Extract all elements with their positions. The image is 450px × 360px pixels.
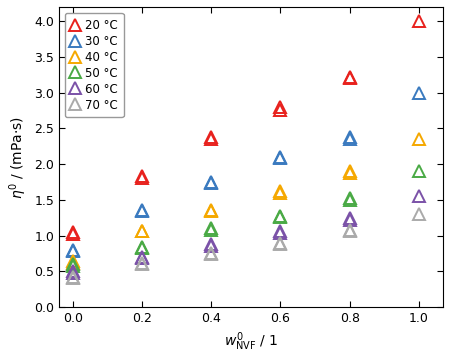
- 60 °C: [208, 243, 214, 248]
- 40 °C: [140, 229, 145, 234]
- 60 °C: [278, 230, 283, 235]
- 50 °C: [278, 214, 283, 219]
- 20 °C: [347, 76, 352, 81]
- 60 °C: [347, 216, 352, 221]
- Line: 20 °C: 20 °C: [67, 15, 425, 240]
- 70 °C: [70, 276, 76, 280]
- 50 °C: [70, 262, 76, 266]
- Line: 40 °C: 40 °C: [67, 133, 425, 269]
- 70 °C: [208, 251, 214, 256]
- 20 °C: [278, 108, 283, 112]
- 60 °C: [70, 271, 76, 276]
- X-axis label: $w^0_\mathrm{NVF}$ / 1: $w^0_\mathrm{NVF}$ / 1: [224, 330, 278, 353]
- 70 °C: [70, 275, 76, 279]
- 40 °C: [347, 169, 352, 174]
- 30 °C: [70, 249, 76, 253]
- 40 °C: [278, 189, 283, 193]
- 40 °C: [140, 229, 145, 233]
- 30 °C: [140, 209, 145, 213]
- 30 °C: [278, 156, 283, 161]
- 60 °C: [278, 229, 283, 234]
- 50 °C: [416, 169, 422, 174]
- Y-axis label: $\eta^0$ / (mPa·s): $\eta^0$ / (mPa·s): [7, 116, 28, 199]
- 70 °C: [208, 252, 214, 256]
- 40 °C: [208, 208, 214, 212]
- 30 °C: [278, 155, 283, 159]
- Line: 50 °C: 50 °C: [67, 165, 425, 273]
- 20 °C: [140, 174, 145, 178]
- 20 °C: [140, 176, 145, 181]
- 70 °C: [140, 261, 145, 265]
- 20 °C: [208, 137, 214, 141]
- Line: 60 °C: 60 °C: [67, 190, 425, 280]
- 30 °C: [208, 181, 214, 185]
- 30 °C: [347, 137, 352, 141]
- 60 °C: [416, 194, 422, 198]
- 40 °C: [416, 137, 422, 141]
- 20 °C: [278, 105, 283, 109]
- 60 °C: [208, 242, 214, 246]
- 70 °C: [278, 242, 283, 246]
- 70 °C: [347, 228, 352, 232]
- 20 °C: [416, 19, 422, 23]
- 40 °C: [208, 209, 214, 213]
- 60 °C: [70, 269, 76, 274]
- 30 °C: [70, 248, 76, 252]
- 40 °C: [347, 171, 352, 175]
- 40 °C: [278, 190, 283, 195]
- 70 °C: [347, 229, 352, 234]
- Legend: 20 °C, 30 °C, 40 °C, 50 °C, 60 °C, 70 °C: 20 °C, 30 °C, 40 °C, 50 °C, 60 °C, 70 °C: [65, 13, 124, 117]
- 60 °C: [140, 256, 145, 261]
- 40 °C: [70, 261, 76, 265]
- 60 °C: [140, 255, 145, 259]
- 70 °C: [278, 240, 283, 245]
- 30 °C: [347, 135, 352, 139]
- 70 °C: [140, 262, 145, 266]
- 20 °C: [70, 232, 76, 236]
- Line: 30 °C: 30 °C: [67, 86, 425, 257]
- 60 °C: [347, 218, 352, 222]
- 50 °C: [140, 246, 145, 251]
- 50 °C: [70, 264, 76, 269]
- 50 °C: [140, 245, 145, 249]
- 70 °C: [416, 212, 422, 216]
- 20 °C: [70, 230, 76, 234]
- 20 °C: [347, 75, 352, 79]
- 30 °C: [140, 208, 145, 212]
- 20 °C: [208, 135, 214, 139]
- 50 °C: [208, 226, 214, 231]
- Line: 70 °C: 70 °C: [67, 208, 425, 285]
- 40 °C: [70, 258, 76, 263]
- 50 °C: [347, 198, 352, 202]
- 30 °C: [416, 90, 422, 95]
- 50 °C: [347, 196, 352, 201]
- 30 °C: [208, 180, 214, 184]
- 50 °C: [278, 215, 283, 219]
- 50 °C: [208, 228, 214, 232]
